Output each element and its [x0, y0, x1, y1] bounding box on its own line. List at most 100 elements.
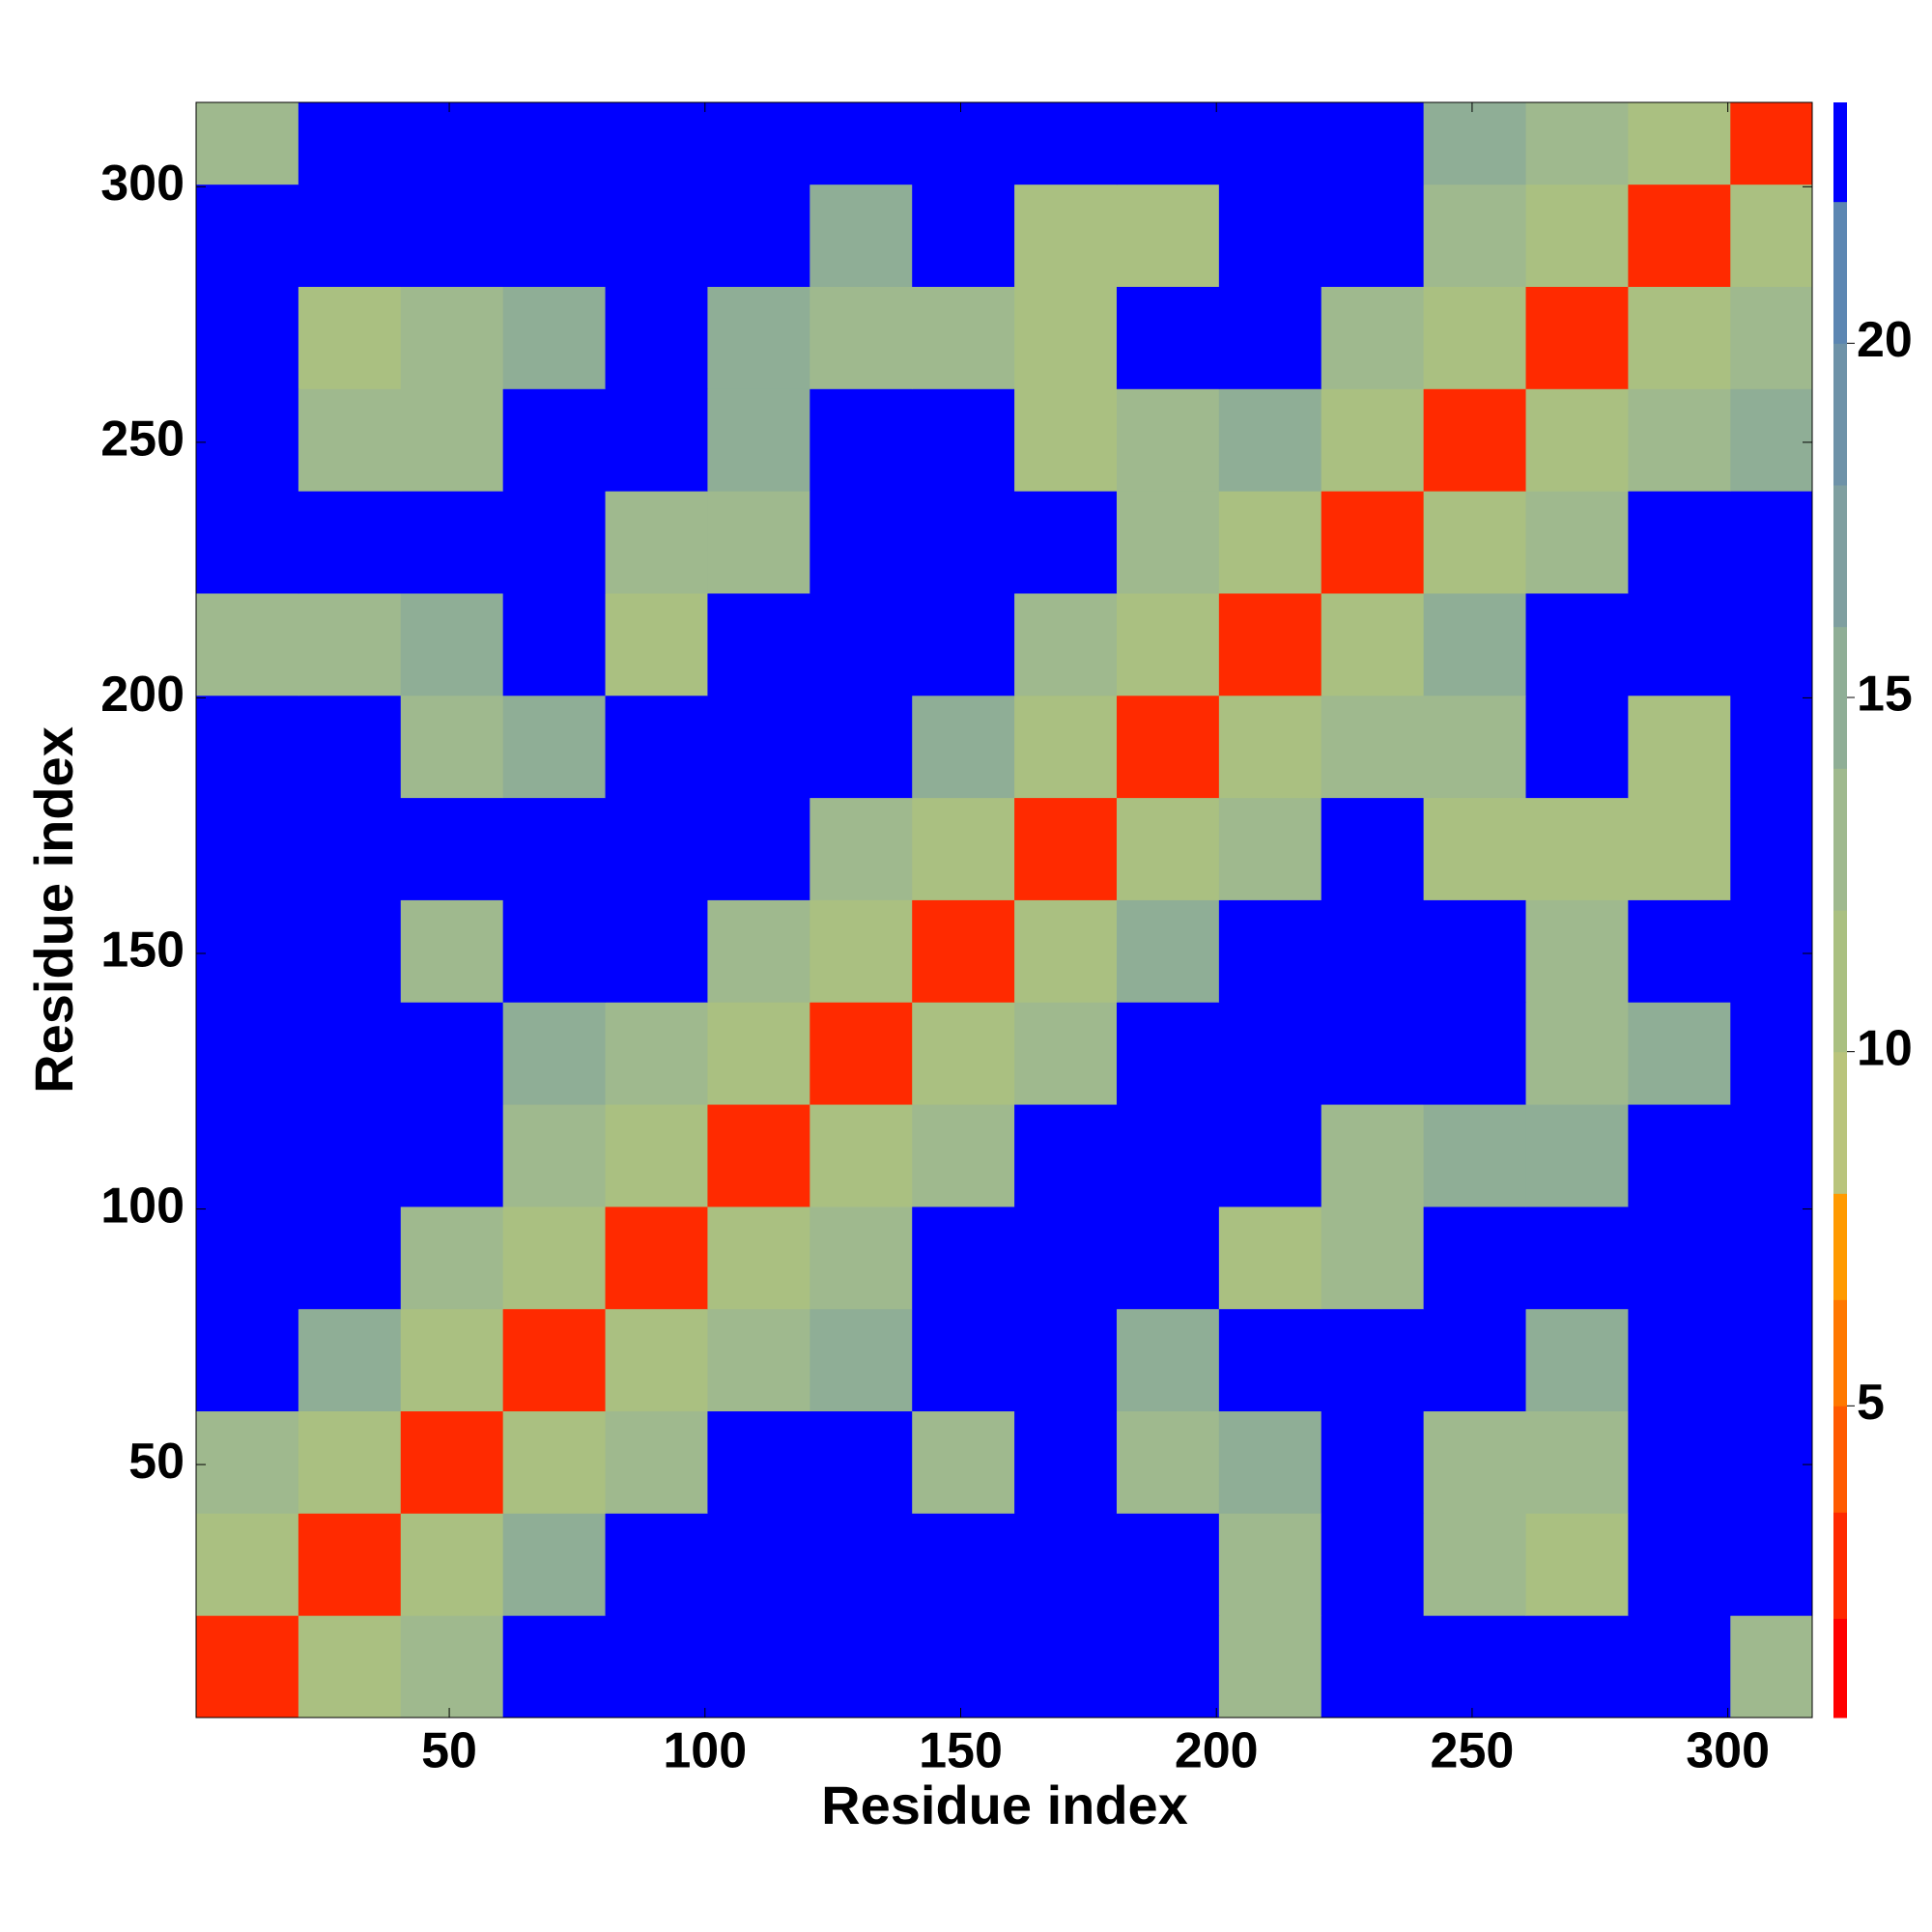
heatmap-cell: [1423, 102, 1527, 185]
heatmap-cell: [1321, 1206, 1425, 1310]
heatmap-cell: [1218, 1615, 1322, 1719]
colorbar-band: [1833, 1512, 1847, 1619]
heatmap-cell: [1218, 388, 1322, 492]
heatmap-cell: [1423, 286, 1527, 389]
heatmap-cell: [605, 899, 708, 1003]
heatmap-cell: [810, 1615, 913, 1719]
heatmap-cell: [298, 899, 402, 1003]
heatmap-cell: [196, 899, 299, 1003]
heatmap-cell: [707, 1308, 810, 1412]
heatmap-cell: [1628, 592, 1731, 696]
heatmap-cell: [1525, 286, 1629, 389]
heatmap-cell: [1525, 1615, 1629, 1719]
heatmap-cell: [196, 1615, 299, 1719]
heatmap-cell: [605, 695, 708, 799]
heatmap-cell: [1321, 388, 1425, 492]
colorbar-band: [1833, 1618, 1847, 1719]
heatmap-cell: [1423, 797, 1527, 900]
heatmap-cell: [707, 797, 810, 900]
heatmap-cell: [1321, 286, 1425, 389]
colorbar-tick-label: 10: [1857, 1020, 1913, 1076]
heatmap-cell: [605, 1104, 708, 1208]
heatmap-cell: [1525, 1513, 1629, 1616]
heatmap-cell: [1628, 797, 1731, 900]
heatmap-cell: [1525, 388, 1629, 492]
heatmap-cell: [1730, 388, 1813, 492]
y-tick-label: 150: [100, 923, 185, 979]
heatmap-cell: [605, 102, 708, 185]
heatmap-cell: [1628, 1104, 1731, 1208]
heatmap-cell: [1014, 491, 1118, 594]
y-tick-label: 50: [128, 1434, 185, 1490]
heatmap-cell: [1628, 102, 1731, 185]
heatmap-cell: [1525, 592, 1629, 696]
y-tick-label: 300: [100, 156, 185, 212]
heatmap-cell: [502, 1308, 607, 1412]
colorbar-band: [1833, 1051, 1847, 1194]
heatmap-cell: [1628, 1615, 1731, 1719]
heatmap-cell: [1014, 286, 1118, 389]
heatmap-cell: [912, 899, 1015, 1003]
heatmap-cell: [810, 388, 913, 492]
heatmap-cell: [1730, 1104, 1813, 1208]
heatmap-cell: [1321, 1308, 1425, 1412]
heatmap-cell: [1014, 1002, 1118, 1105]
heatmap-cell: [1423, 1104, 1527, 1208]
heatmap-cell: [1321, 899, 1425, 1003]
heatmap-cell: [1218, 184, 1322, 287]
heatmap-cell: [1525, 695, 1629, 799]
heatmap-cell: [298, 1615, 402, 1719]
colorbar-tick-label: 5: [1857, 1375, 1885, 1431]
heatmap-cell: [912, 491, 1015, 594]
heatmap-cell: [502, 1410, 607, 1514]
heatmap-cell: [1423, 184, 1527, 287]
heatmap-cell: [605, 1206, 708, 1310]
heatmap-cell: [605, 184, 708, 287]
heatmap-cell: [1423, 491, 1527, 594]
heatmap-cell: [1628, 1513, 1731, 1616]
heatmap-cell: [912, 695, 1015, 799]
heatmap-cell: [1014, 797, 1118, 900]
heatmap-cell: [298, 491, 402, 594]
heatmap-cell: [400, 592, 504, 696]
x-axis-label: Residue index: [821, 1775, 1188, 1835]
heatmap-cell: [1525, 1308, 1629, 1412]
colorbar-band: [1833, 1299, 1847, 1406]
heatmap-cell: [298, 1206, 402, 1310]
heatmap-cell: [1628, 1002, 1731, 1105]
heatmap-cell: [707, 1206, 810, 1310]
heatmap-cell: [1628, 388, 1731, 492]
heatmap-cell: [1423, 1002, 1527, 1105]
heatmap-cell: [707, 695, 810, 799]
heatmap-cell: [1116, 1308, 1220, 1412]
heatmap-cell: [810, 899, 913, 1003]
heatmap-cell: [1423, 899, 1527, 1003]
heatmap-cell: [1628, 899, 1731, 1003]
heatmap-cell: [810, 1513, 913, 1616]
heatmap-cell: [810, 695, 913, 799]
heatmap-cell: [1116, 1002, 1220, 1105]
heatmap-cell: [605, 1308, 708, 1412]
heatmap-cell: [605, 388, 708, 492]
heatmap-cell: [1730, 899, 1813, 1003]
colorbar-band: [1833, 485, 1847, 628]
colorbar-band: [1833, 343, 1847, 486]
heatmap-cell: [1321, 1615, 1425, 1719]
heatmap-cell: [605, 797, 708, 900]
heatmap-cell: [1525, 102, 1629, 185]
heatmap-cell: [400, 286, 504, 389]
heatmap-cell: [810, 592, 913, 696]
heatmap-cell: [1423, 1308, 1527, 1412]
heatmap-cell: [912, 1206, 1015, 1310]
x-tick-label: 300: [1686, 1723, 1770, 1779]
heatmap-cell: [810, 491, 913, 594]
heatmap-cell: [298, 388, 402, 492]
y-tick-label: 200: [100, 667, 185, 723]
colorbar-tick-label: 15: [1857, 667, 1913, 723]
heatmap-cell: [707, 1615, 810, 1719]
colorbar-tick-label: 20: [1857, 312, 1913, 368]
heatmap-cell: [605, 491, 708, 594]
colorbar-band: [1833, 1406, 1847, 1513]
heatmap-cell: [1321, 102, 1425, 185]
heatmap-cell: [400, 1513, 504, 1616]
